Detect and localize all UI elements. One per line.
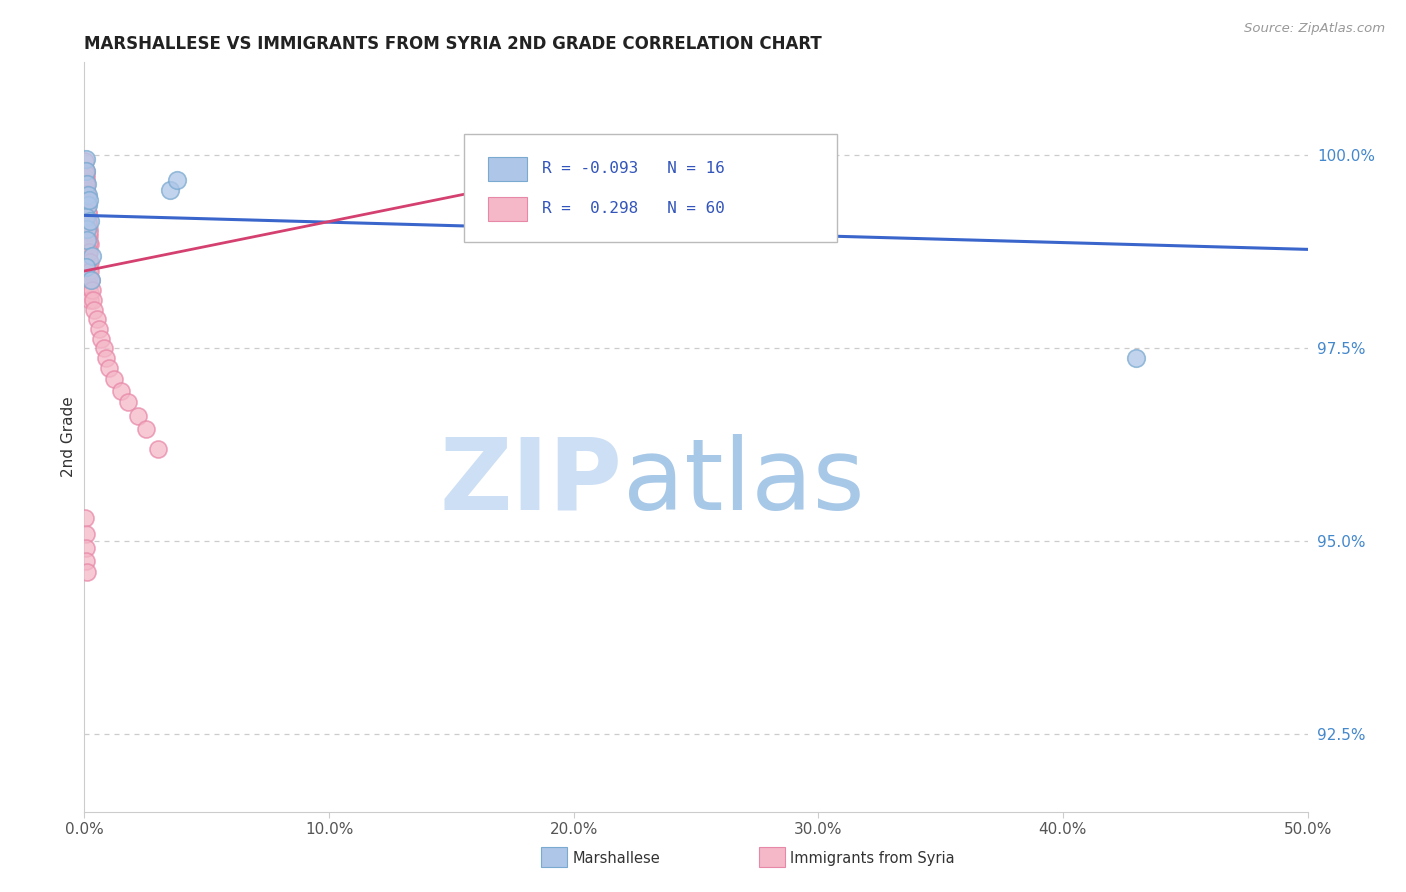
FancyBboxPatch shape [464,134,837,243]
Point [75,554,97,568]
Point [75,180,97,194]
Point [75,541,97,555]
Point [76,218,98,232]
Point [79,264,101,278]
Point [75,210,97,224]
Point [77,198,100,212]
Point [90,332,112,346]
FancyBboxPatch shape [488,196,527,220]
Point [96,351,118,365]
Point [77,254,100,268]
Point [77,277,100,292]
Point [146,442,169,456]
Text: Marshallese: Marshallese [572,851,659,865]
Point [76,233,98,247]
Text: Immigrants from Syria: Immigrants from Syria [790,851,955,865]
Point [75,178,97,192]
Point [97,360,120,375]
Point [75,168,97,182]
Point [86,312,108,326]
Point [76,566,98,580]
Text: R =  0.298   N = 60: R = 0.298 N = 60 [541,201,724,216]
Point [87,322,110,336]
Point [75,260,97,274]
Point [76,211,98,226]
Point [75,163,97,178]
Point [79,214,101,228]
Point [77,270,100,285]
Point [79,237,101,252]
Point [75,188,97,202]
Point [117,395,139,409]
Point [77,247,100,261]
Point [77,216,100,230]
Point [76,231,98,245]
Point [76,188,98,202]
Point [75,183,97,197]
FancyBboxPatch shape [488,157,527,181]
Point [82,293,104,308]
Point [76,206,98,220]
Point [80,283,103,297]
Point [75,163,97,178]
Point [75,511,97,525]
Point [1125,351,1147,365]
Point [79,285,101,300]
Point [76,186,98,201]
Point [75,152,97,166]
Point [77,221,100,235]
Point [79,293,101,308]
Text: atlas: atlas [623,434,865,531]
Point [77,239,100,253]
Text: MARSHALLESE VS IMMIGRANTS FROM SYRIA 2ND GRADE CORRELATION CHART: MARSHALLESE VS IMMIGRANTS FROM SYRIA 2ND… [84,35,823,53]
Point [159,183,181,197]
Point [76,226,98,240]
Point [77,226,100,240]
Point [80,273,103,287]
Point [135,422,157,436]
Point [110,384,132,398]
Point [77,229,100,244]
Point [127,409,149,424]
Point [75,154,97,169]
Point [79,254,101,268]
Point [77,214,100,228]
Point [93,341,115,355]
Point [103,372,125,386]
Text: R = -0.093   N = 16: R = -0.093 N = 16 [541,161,724,177]
Text: Source: ZipAtlas.com: Source: ZipAtlas.com [1244,22,1385,36]
Point [76,206,98,220]
Point [77,262,100,277]
Point [76,196,98,211]
Point [76,191,98,205]
Point [76,178,98,192]
Point [79,244,101,259]
Point [77,235,100,249]
Point [75,526,97,541]
Point [80,248,103,262]
Point [166,173,188,187]
Point [80,273,103,287]
Point [83,302,105,317]
Point [76,196,98,211]
Point [76,221,98,235]
Point [76,198,98,212]
Point [77,193,100,207]
Text: ZIP: ZIP [440,434,623,531]
Y-axis label: 2nd Grade: 2nd Grade [60,397,76,477]
Point [76,203,98,218]
Point [75,171,97,186]
Point [75,175,97,189]
